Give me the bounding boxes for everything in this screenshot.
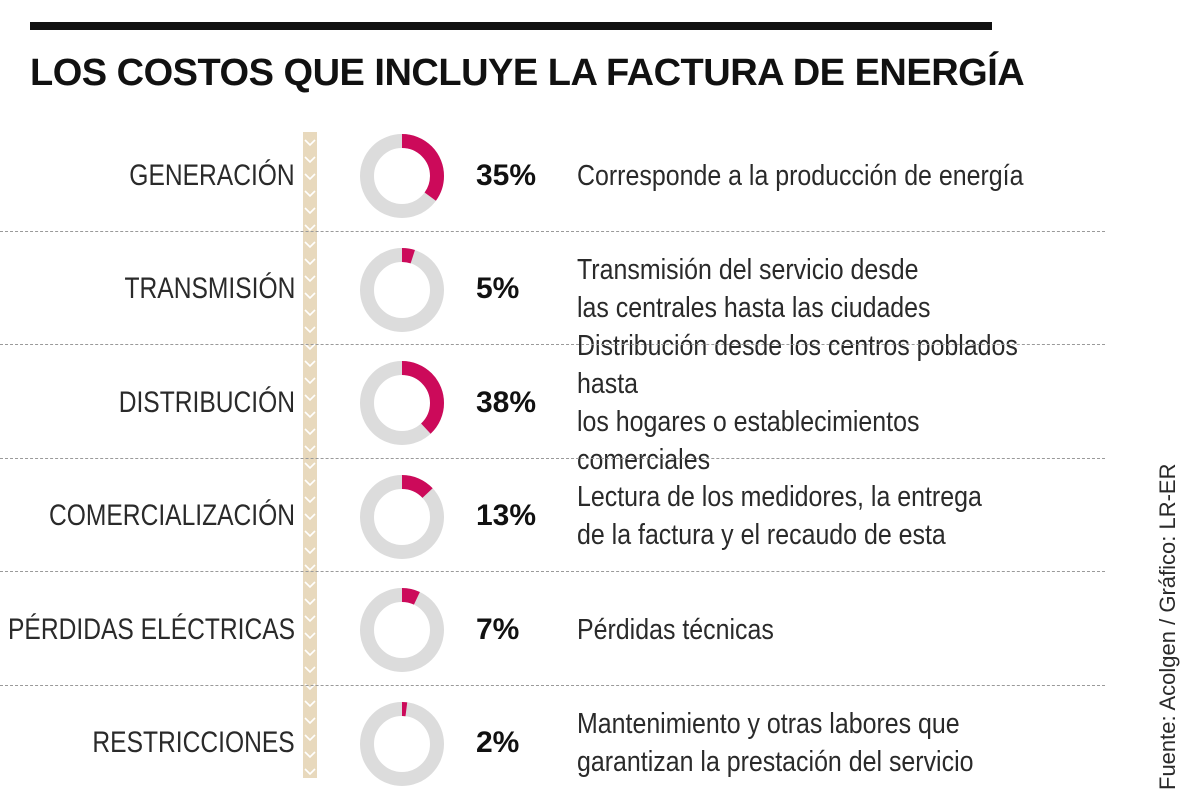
spine-chevron (304, 207, 316, 215)
spine-chevron (304, 360, 316, 368)
row-divider (0, 344, 1105, 345)
top-rule (30, 22, 992, 30)
percent-label: 35% (476, 158, 537, 192)
spine-chevron (304, 683, 316, 691)
row-description: Mantenimiento y otras labores que garanti… (577, 687, 1041, 800)
spine-chevron (304, 479, 316, 487)
description-line: Corresponde a la producción de energía (577, 159, 1024, 192)
row-description: Corresponde a la producción de energía (577, 119, 1041, 232)
spine-chevron (304, 343, 316, 351)
spine-chevron (304, 496, 316, 504)
spine-chevron (304, 241, 316, 249)
spine-chevron (304, 445, 316, 453)
percent-label: 7% (476, 612, 520, 646)
source-credit: Fuente: Acolgen / Gráfico: LR-ER (1155, 463, 1180, 791)
donut-track (360, 588, 444, 672)
row-label: DISTRIBUCIÓN (118, 385, 295, 419)
spine-chevron (304, 309, 316, 317)
donut-chart (360, 588, 444, 672)
cost-row: RESTRICCIONES 2% Mantenimiento y otras lab… (0, 687, 1200, 801)
donut-value-arc (360, 361, 444, 445)
description-line: Distribución desde los centros poblados … (577, 329, 1018, 400)
donut-track (360, 247, 444, 332)
spine-chevron (304, 598, 316, 606)
cost-row: DISTRIBUCIÓN 38% Distribución desde los ce… (0, 330, 1200, 476)
row-label: GENERACIÓN (129, 158, 295, 192)
donut-chart (360, 134, 444, 218)
spine-chevron (304, 666, 316, 674)
row-label: PÉRDIDAS ELÉCTRICAS (7, 612, 295, 646)
spine-chevron (304, 258, 316, 266)
row-divider (0, 571, 1105, 572)
spine-chevron (304, 462, 316, 470)
description-line: los hogares o establecimientos comercial… (577, 405, 920, 476)
row-label: RESTRICCIONES (92, 726, 295, 759)
row-description: Transmisión del servicio desde las centra… (577, 233, 1041, 346)
cost-row: PÉRDIDAS ELÉCTRICAS 7% Pérdidas técnicas (0, 573, 1200, 687)
description-line: Transmisión del servicio desde (577, 254, 919, 286)
spine-chevron (304, 190, 316, 198)
spine-chevron (304, 768, 316, 776)
row-divider (0, 684, 1105, 686)
row-description: Lectura de los medidores, la entrega de l… (577, 460, 1041, 573)
percent-label: 5% (476, 272, 520, 305)
description-line: garantizan la prestación del servicio (577, 746, 974, 778)
spine-chevron (304, 377, 316, 385)
spine-chevron (304, 547, 316, 555)
description-line: de la factura y el recaudo de esta (577, 519, 946, 551)
cost-row: TRANSMISIÓN 5% Transmisión del servicio de… (0, 233, 1200, 347)
percent-label: 38% (476, 385, 537, 419)
cost-row: COMERCIALIZACIÓN 13% Lectura de los medido… (0, 460, 1200, 574)
row-divider (0, 457, 1105, 459)
donut-value-arc (360, 134, 444, 218)
row-description: Distribución desde los centros poblados … (577, 330, 1041, 476)
spine-chevron (304, 428, 316, 436)
row-label: COMERCIALIZACIÓN (48, 499, 295, 532)
description-line: Mantenimiento y otras labores que (577, 708, 960, 740)
spine-chevron (304, 394, 316, 402)
donut-chart (360, 474, 444, 559)
spine-chevron (304, 173, 316, 181)
spine-chevron (304, 717, 316, 725)
donut-chart (360, 701, 444, 786)
donut-track (360, 701, 444, 786)
percent-label: 2% (476, 726, 520, 759)
spine-chevron (304, 632, 316, 640)
description-line: Lectura de los medidores, la entrega (577, 481, 982, 513)
donut-value-arc (360, 701, 444, 786)
cost-row: GENERACIÓN 35% Corresponde a la producción… (0, 119, 1200, 233)
spine-chevron (304, 275, 316, 283)
spine-chevron (304, 411, 316, 419)
description-line: Pérdidas técnicas (577, 613, 774, 646)
donut-value-arc (360, 588, 444, 672)
spine-chevron (304, 581, 316, 589)
percent-label: 13% (476, 499, 537, 532)
spine-chevron (304, 615, 316, 623)
row-divider (0, 230, 1105, 232)
spine-chevron (304, 751, 316, 759)
donut-value-arc (360, 474, 444, 559)
row-description: Pérdidas técnicas (577, 573, 1041, 686)
donut-chart (360, 247, 444, 332)
spine-chevron (304, 734, 316, 742)
spine-chevrons (304, 139, 316, 776)
donut-chart (360, 361, 444, 445)
spine-chevron (304, 139, 316, 147)
spine-chevron (304, 700, 316, 708)
spine-chevron (304, 530, 316, 538)
chart-title: LOS COSTOS QUE INCLUYE LA FACTURA DE ENE… (30, 52, 1025, 94)
cost-rows: GENERACIÓN 35% Corresponde a la producción… (0, 119, 1200, 800)
spine-chevron (304, 513, 316, 521)
donut-value-arc (360, 247, 444, 332)
spine-chevron (304, 224, 316, 232)
spine-chevron (304, 156, 316, 164)
row-label: TRANSMISIÓN (124, 272, 295, 305)
spine-chevron (304, 292, 316, 300)
spine-chevron (304, 649, 316, 657)
description-line: las centrales hasta las ciudades (577, 292, 931, 324)
spine-chevron (304, 564, 316, 572)
spine-chevron (304, 326, 316, 334)
